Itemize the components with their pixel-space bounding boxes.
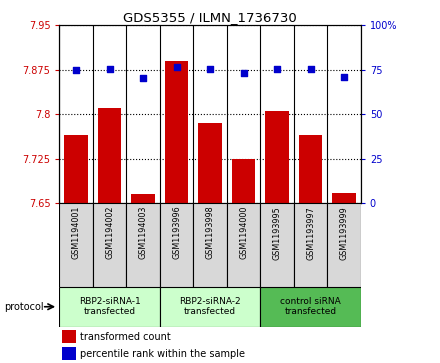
Text: GSM1194003: GSM1194003 — [139, 206, 148, 259]
Point — [106, 66, 113, 72]
Point — [240, 70, 247, 76]
Text: GSM1193998: GSM1193998 — [205, 206, 215, 260]
Bar — [160, 203, 193, 287]
Text: GSM1193996: GSM1193996 — [172, 206, 181, 260]
Bar — [299, 135, 322, 203]
Point — [341, 74, 348, 80]
Bar — [265, 111, 289, 203]
Bar — [260, 287, 361, 327]
Point — [307, 66, 314, 72]
Point — [139, 75, 147, 81]
Bar — [193, 203, 227, 287]
Point — [173, 64, 180, 70]
Bar — [232, 159, 255, 203]
Text: RBP2-siRNA-1
transfected: RBP2-siRNA-1 transfected — [79, 297, 140, 317]
Bar — [59, 203, 93, 287]
Point — [274, 66, 281, 72]
Bar — [227, 203, 260, 287]
Text: GSM1193997: GSM1193997 — [306, 206, 315, 260]
Point — [73, 67, 80, 73]
Bar — [160, 287, 260, 327]
Bar — [327, 203, 361, 287]
Bar — [62, 347, 76, 360]
Text: percentile rank within the sample: percentile rank within the sample — [81, 349, 246, 359]
Bar — [62, 330, 76, 343]
Bar — [64, 135, 88, 203]
Bar — [132, 194, 155, 203]
Point — [207, 66, 214, 72]
Bar — [126, 203, 160, 287]
Bar — [93, 203, 126, 287]
Text: RBP2-siRNA-2
transfected: RBP2-siRNA-2 transfected — [179, 297, 241, 317]
Text: control siRNA
transfected: control siRNA transfected — [280, 297, 341, 317]
Title: GDS5355 / ILMN_1736730: GDS5355 / ILMN_1736730 — [123, 11, 297, 24]
Bar — [332, 193, 356, 203]
Bar — [260, 203, 294, 287]
Text: GSM1193999: GSM1193999 — [340, 206, 348, 260]
Text: GSM1194001: GSM1194001 — [72, 206, 81, 259]
Bar — [198, 123, 222, 203]
Text: GSM1194000: GSM1194000 — [239, 206, 248, 259]
Text: protocol: protocol — [4, 302, 44, 312]
Text: transformed count: transformed count — [81, 332, 171, 342]
Bar — [59, 287, 160, 327]
Bar — [98, 109, 121, 203]
Text: GSM1193995: GSM1193995 — [272, 206, 282, 260]
Bar — [165, 61, 188, 203]
Bar — [294, 203, 327, 287]
Text: GSM1194002: GSM1194002 — [105, 206, 114, 259]
